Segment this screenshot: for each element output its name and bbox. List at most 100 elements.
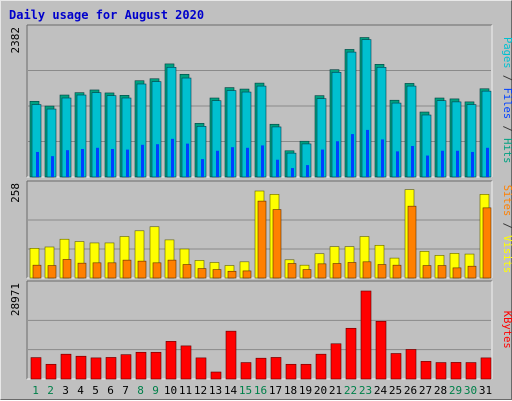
legend-part-top-4: Hits — [501, 138, 512, 163]
x-tick-day-9: 9 — [152, 384, 159, 397]
bar-files-day-13 — [216, 150, 219, 177]
bar-kbytes-day-30 — [465, 362, 477, 380]
bar-files-day-15 — [246, 147, 249, 177]
bar-kbytes-day-4 — [75, 355, 87, 380]
bar-sites-day-5 — [92, 262, 102, 279]
bar-kbytes-day-29 — [450, 362, 462, 380]
x-tick-day-31: 31 — [479, 384, 492, 397]
x-tick-day-25: 25 — [389, 384, 402, 397]
bar-files-day-16 — [261, 145, 264, 177]
x-tick-day-20: 20 — [314, 384, 327, 397]
panel-bottom-legend-label: KBytes — [501, 311, 512, 349]
bar-kbytes-day-25 — [390, 353, 402, 380]
bar-files-day-9 — [156, 144, 159, 177]
bar-sites-day-7 — [122, 259, 132, 279]
bar-files-day-7 — [126, 149, 129, 177]
bar-kbytes-day-6 — [105, 357, 117, 380]
bar-kbytes-day-24 — [375, 320, 387, 380]
x-tick-day-21: 21 — [329, 384, 342, 397]
x-tick-day-28: 28 — [434, 384, 447, 397]
bar-kbytes-day-16 — [255, 357, 267, 380]
bar-files-day-1 — [36, 151, 39, 177]
x-tick-day-4: 4 — [77, 384, 84, 397]
bar-files-day-22 — [351, 134, 354, 177]
bar-kbytes-day-7 — [120, 354, 132, 380]
panel-bottom-max-label: 28971 — [9, 283, 22, 316]
bar-sites-day-28 — [437, 265, 447, 279]
bar-sites-day-12 — [197, 268, 207, 279]
bar-kbytes-day-12 — [195, 357, 207, 380]
bar-kbytes-day-15 — [240, 362, 252, 380]
x-tick-day-26: 26 — [404, 384, 417, 397]
bar-files-day-18 — [291, 168, 294, 177]
bar-kbytes-day-26 — [405, 349, 417, 380]
legend-part-top-3: / — [501, 119, 512, 138]
x-tick-day-12: 12 — [194, 384, 207, 397]
chart-title: Daily usage for August 2020 — [9, 8, 204, 22]
bar-sites-day-4 — [77, 262, 87, 279]
x-tick-day-13: 13 — [209, 384, 222, 397]
bar-sites-day-29 — [452, 267, 462, 279]
bar-sites-day-25 — [392, 264, 402, 279]
bar-sites-day-9 — [152, 262, 162, 279]
bar-kbytes-day-27 — [420, 361, 432, 380]
bar-files-day-25 — [396, 151, 399, 177]
x-tick-day-22: 22 — [344, 384, 357, 397]
bar-kbytes-day-2 — [45, 363, 57, 380]
bar-kbytes-day-5 — [90, 357, 102, 380]
bar-sites-day-1 — [32, 264, 42, 279]
bar-sites-day-3 — [62, 259, 72, 279]
bar-kbytes-day-10 — [165, 341, 177, 380]
bar-sites-day-24 — [377, 264, 387, 279]
legend-part-middle-0: Sites — [501, 185, 512, 217]
panel-middle-legend-label: Sites / Visits — [501, 185, 512, 274]
bar-kbytes-day-9 — [150, 351, 162, 380]
x-tick-day-18: 18 — [284, 384, 297, 397]
x-tick-day-16: 16 — [254, 384, 267, 397]
bar-sites-day-31 — [482, 207, 492, 279]
x-tick-day-10: 10 — [164, 384, 177, 397]
x-tick-day-15: 15 — [239, 384, 252, 397]
x-tick-day-27: 27 — [419, 384, 432, 397]
bar-files-day-27 — [426, 155, 429, 177]
x-tick-day-5: 5 — [92, 384, 99, 397]
panel-middle-max-label: 258 — [9, 183, 22, 203]
x-tick-day-19: 19 — [299, 384, 312, 397]
bar-files-day-6 — [111, 148, 114, 177]
bar-files-day-30 — [471, 151, 474, 177]
bar-files-day-29 — [456, 150, 459, 177]
bar-sites-day-8 — [137, 260, 147, 279]
bar-kbytes-day-17 — [270, 357, 282, 380]
x-tick-day-11: 11 — [179, 384, 192, 397]
bar-kbytes-day-28 — [435, 362, 447, 380]
bar-sites-day-23 — [362, 261, 372, 279]
bar-kbytes-day-8 — [135, 351, 147, 380]
bar-kbytes-day-22 — [345, 327, 357, 380]
bar-kbytes-day-19 — [300, 363, 312, 380]
bar-kbytes-day-3 — [60, 353, 72, 380]
x-tick-day-8: 8 — [137, 384, 144, 397]
bar-files-day-26 — [411, 146, 414, 177]
bar-files-day-21 — [336, 141, 339, 177]
bar-files-day-4 — [81, 148, 84, 177]
bar-sites-day-30 — [467, 265, 477, 279]
bar-sites-day-13 — [212, 269, 222, 279]
bar-files-day-8 — [141, 144, 144, 177]
bar-kbytes-day-18 — [285, 363, 297, 380]
bar-kbytes-day-21 — [330, 343, 342, 380]
bar-kbytes-day-23 — [360, 290, 372, 380]
x-tick-day-29: 29 — [449, 384, 462, 397]
panel-top-max-label: 2382 — [9, 27, 22, 54]
bar-files-day-24 — [381, 139, 384, 177]
bar-sites-day-10 — [167, 259, 177, 279]
legend-part-top-1: / — [501, 69, 512, 88]
x-tick-day-6: 6 — [107, 384, 114, 397]
legend-part-middle-1: / — [501, 216, 512, 235]
bar-sites-day-16 — [257, 200, 267, 279]
legend-part-top-2: Files — [501, 88, 512, 120]
bar-files-day-17 — [276, 159, 279, 177]
bar-kbytes-day-31 — [480, 357, 492, 380]
bar-files-day-10 — [171, 138, 174, 177]
